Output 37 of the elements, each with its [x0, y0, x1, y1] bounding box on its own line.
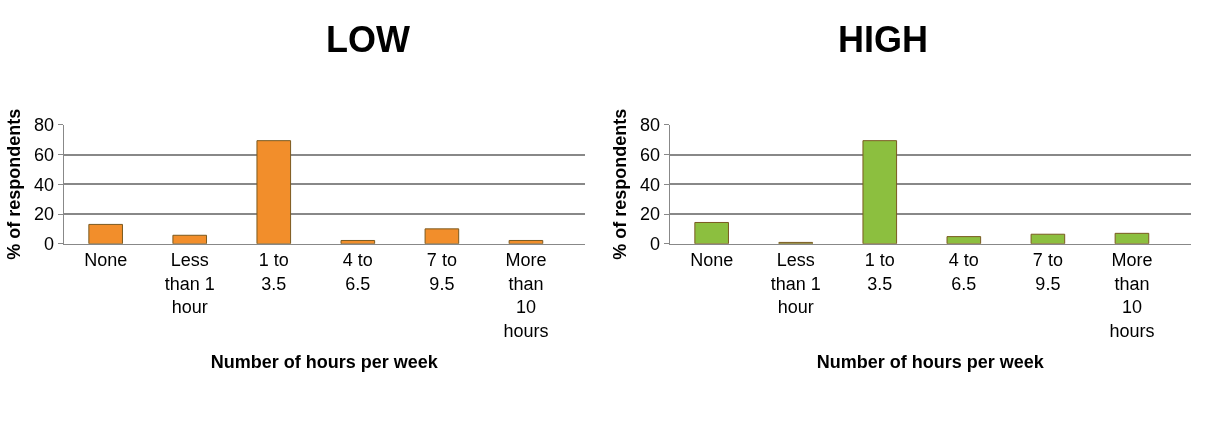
- x-tick-label: More than 10 hours: [1109, 250, 1155, 341]
- x-tick-label: Less than 1 hour: [164, 250, 215, 318]
- bar: [424, 228, 460, 244]
- x-tick-label: None: [84, 250, 128, 271]
- bar: [946, 236, 982, 244]
- x-tick-label: Less than 1 hour: [770, 250, 821, 318]
- bar: [1030, 233, 1066, 244]
- chart-title: LOW: [326, 19, 410, 60]
- bar: [172, 234, 208, 244]
- x-axis-title: Number of hours per week: [210, 351, 439, 372]
- y-tick-label: 20: [34, 204, 55, 225]
- y-axis-title: % of respondents: [610, 108, 631, 260]
- x-tick-label: 4 to 6.5: [948, 250, 979, 294]
- bar: [256, 140, 292, 244]
- y-tick-label: 20: [640, 204, 661, 225]
- chart-title: HIGH: [838, 19, 928, 60]
- x-tick-label: 7 to 9.5: [1032, 250, 1063, 294]
- x-tick-label: 1 to 3.5: [864, 250, 895, 294]
- y-axis-title: % of respondents: [4, 108, 25, 260]
- y-tick-label: 80: [640, 115, 661, 136]
- y-tick-label: 0: [44, 234, 55, 255]
- bar: [862, 140, 898, 244]
- x-axis-title: Number of hours per week: [816, 351, 1045, 372]
- y-tick-label: 40: [640, 174, 661, 195]
- y-tick-label: 60: [640, 144, 661, 165]
- bar: [88, 223, 123, 244]
- y-tick-label: 40: [34, 174, 55, 195]
- x-tick-label: 7 to 9.5: [426, 250, 457, 294]
- x-tick-label: 1 to 3.5: [258, 250, 289, 294]
- y-tick-label: 60: [34, 144, 55, 165]
- bar: [694, 221, 729, 244]
- x-tick-label: None: [690, 250, 734, 271]
- x-tick-label: More than 10 hours: [503, 250, 549, 341]
- bar: [1114, 232, 1150, 244]
- y-tick-label: 0: [650, 234, 661, 255]
- y-tick-label: 80: [34, 115, 55, 136]
- x-tick-label: 4 to 6.5: [342, 250, 373, 294]
